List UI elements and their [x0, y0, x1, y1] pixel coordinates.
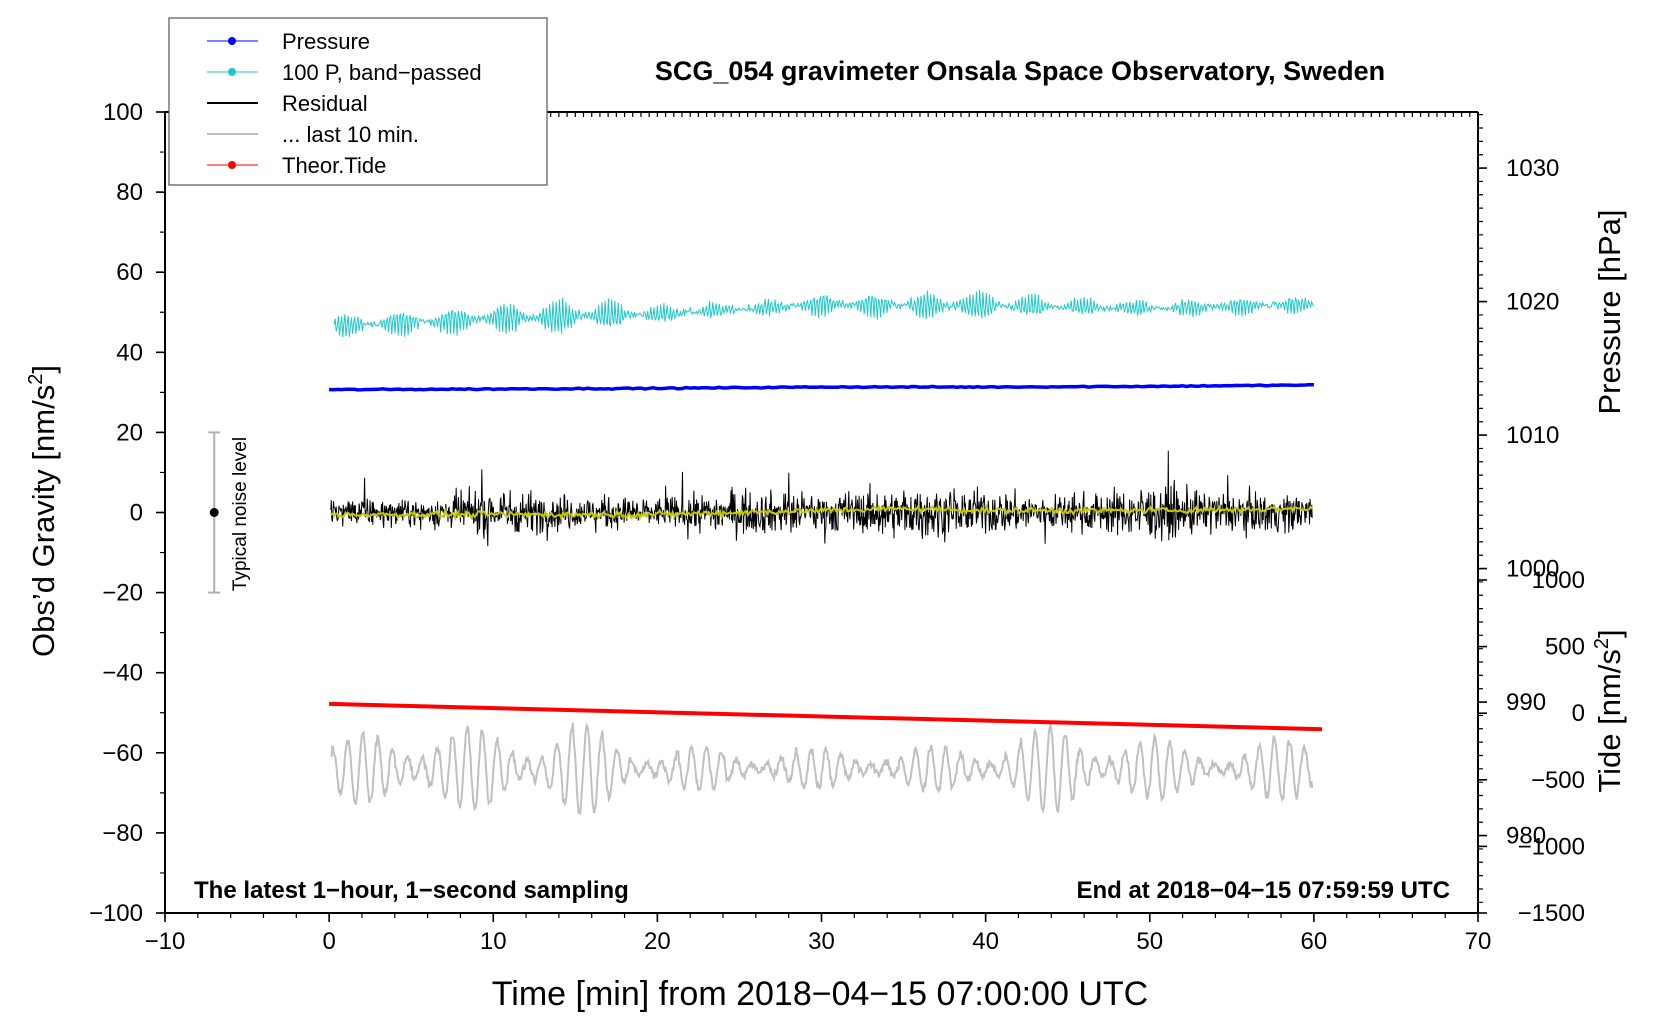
- y-tick-label: 40: [116, 339, 143, 366]
- x-axis-ticks: −10 0 10 20 30 40 50 60 70: [145, 913, 1492, 955]
- legend: Pressure 100 P, band−passed Residual ... la…: [168, 17, 548, 186]
- pressure-tick-label: 1030: [1506, 155, 1559, 182]
- legend-label: Theor.Tide: [282, 153, 386, 178]
- y-tick-label: 60: [116, 259, 143, 286]
- pressure-tick-label: 990: [1506, 689, 1546, 716]
- legend-marker: [228, 68, 236, 76]
- pressure-axis-ticks: 1030 1020 1010 1000 990 980: [1478, 155, 1559, 850]
- y-tick-label: −20: [102, 580, 143, 607]
- pressure-tick-label: 1000: [1506, 556, 1559, 583]
- x-tick-label: 30: [808, 928, 835, 955]
- annotation-right: End at 2018−04−15 07:59:59 UTC: [1076, 877, 1450, 904]
- tide-tick-label: 1000: [1532, 567, 1585, 594]
- y-axis-label-left-main: Obs’d Gravity [nm/s: [26, 385, 61, 657]
- tide-tick-label: 500: [1545, 634, 1585, 661]
- series-residual: [330, 450, 1313, 547]
- x-tick-label: 40: [972, 928, 999, 955]
- noise-bar-center-dot: [209, 508, 219, 517]
- series-theoretical-tide: [329, 701, 1323, 732]
- legend-marker: [228, 37, 236, 45]
- chart-title: SCG_054 gravimeter Onsala Space Observat…: [655, 56, 1385, 86]
- legend-label: Residual: [282, 91, 368, 116]
- legend-label: 100 P, band−passed: [282, 60, 482, 85]
- tide-axis-label-main: Tide [nm/s: [1592, 649, 1627, 793]
- x-tick-label: 10: [480, 928, 507, 955]
- pressure-tick-label: 1010: [1506, 422, 1559, 449]
- series-bandpassed-pressure: [333, 289, 1315, 338]
- noise-label: Typical noise level: [230, 437, 251, 591]
- x-tick-label: 60: [1301, 928, 1328, 955]
- y-tick-label: 20: [116, 419, 143, 446]
- tide-axis-label-end: ]: [1592, 629, 1627, 638]
- y-tick-label: −100: [89, 900, 143, 927]
- y-axis-ticks: 100 80 60 40 20 0 −20 −40 −60 −80 −100: [89, 99, 165, 927]
- y-axis-label-left-end: ]: [26, 365, 61, 374]
- tide-tick-label: −1500: [1518, 900, 1585, 927]
- legend-items: Pressure 100 P, band−passed Residual ... la…: [207, 29, 482, 178]
- series-layer: [329, 289, 1323, 816]
- x-tick-label: 0: [322, 928, 335, 955]
- legend-label: ... last 10 min.: [282, 122, 419, 147]
- y-tick-label: −60: [102, 740, 143, 767]
- pressure-axis-label: Pressure [hPa]: [1592, 209, 1627, 414]
- pressure-tick-label: 980: [1506, 823, 1546, 850]
- tide-axis-label: Tide [nm/s2]: [1591, 629, 1627, 792]
- tide-tick-label: −500: [1531, 767, 1585, 794]
- y-tick-label: 80: [116, 179, 143, 206]
- y-tick-label: 100: [103, 99, 143, 126]
- x-tick-label: −10: [145, 928, 186, 955]
- y-tick-label: −40: [102, 660, 143, 687]
- tide-axis-label-sup: 2: [1591, 638, 1613, 649]
- series-residual-smoothed: [330, 503, 1313, 522]
- series-pressure: [329, 382, 1314, 392]
- x-tick-label: 50: [1136, 928, 1163, 955]
- x-tick-label: 70: [1465, 928, 1492, 955]
- tide-tick-label: 0: [1572, 700, 1585, 727]
- pressure-tick-label: 1020: [1506, 289, 1559, 316]
- x-tick-label: 20: [644, 928, 671, 955]
- legend-marker: [228, 161, 236, 169]
- noise-bar: [208, 431, 221, 594]
- legend-label: Pressure: [282, 29, 370, 54]
- y-tick-label: −80: [102, 820, 143, 847]
- annotation-left: The latest 1−hour, 1−second sampling: [194, 877, 629, 904]
- y-tick-label: 0: [130, 500, 143, 527]
- y-axis-label-left-sup: 2: [25, 374, 47, 385]
- y-axis-label-left: Obs’d Gravity [nm/s2]: [25, 365, 61, 657]
- tide-axis-ticks: 1000 500 0 −500 −1000 −1500: [1478, 567, 1585, 927]
- legend-box: [168, 17, 548, 186]
- x-axis-label: Time [min] from 2018−04−15 07:00:00 UTC: [492, 975, 1148, 1013]
- tide-tick-label: −1000: [1518, 833, 1585, 860]
- series-last-10-min: [330, 722, 1314, 816]
